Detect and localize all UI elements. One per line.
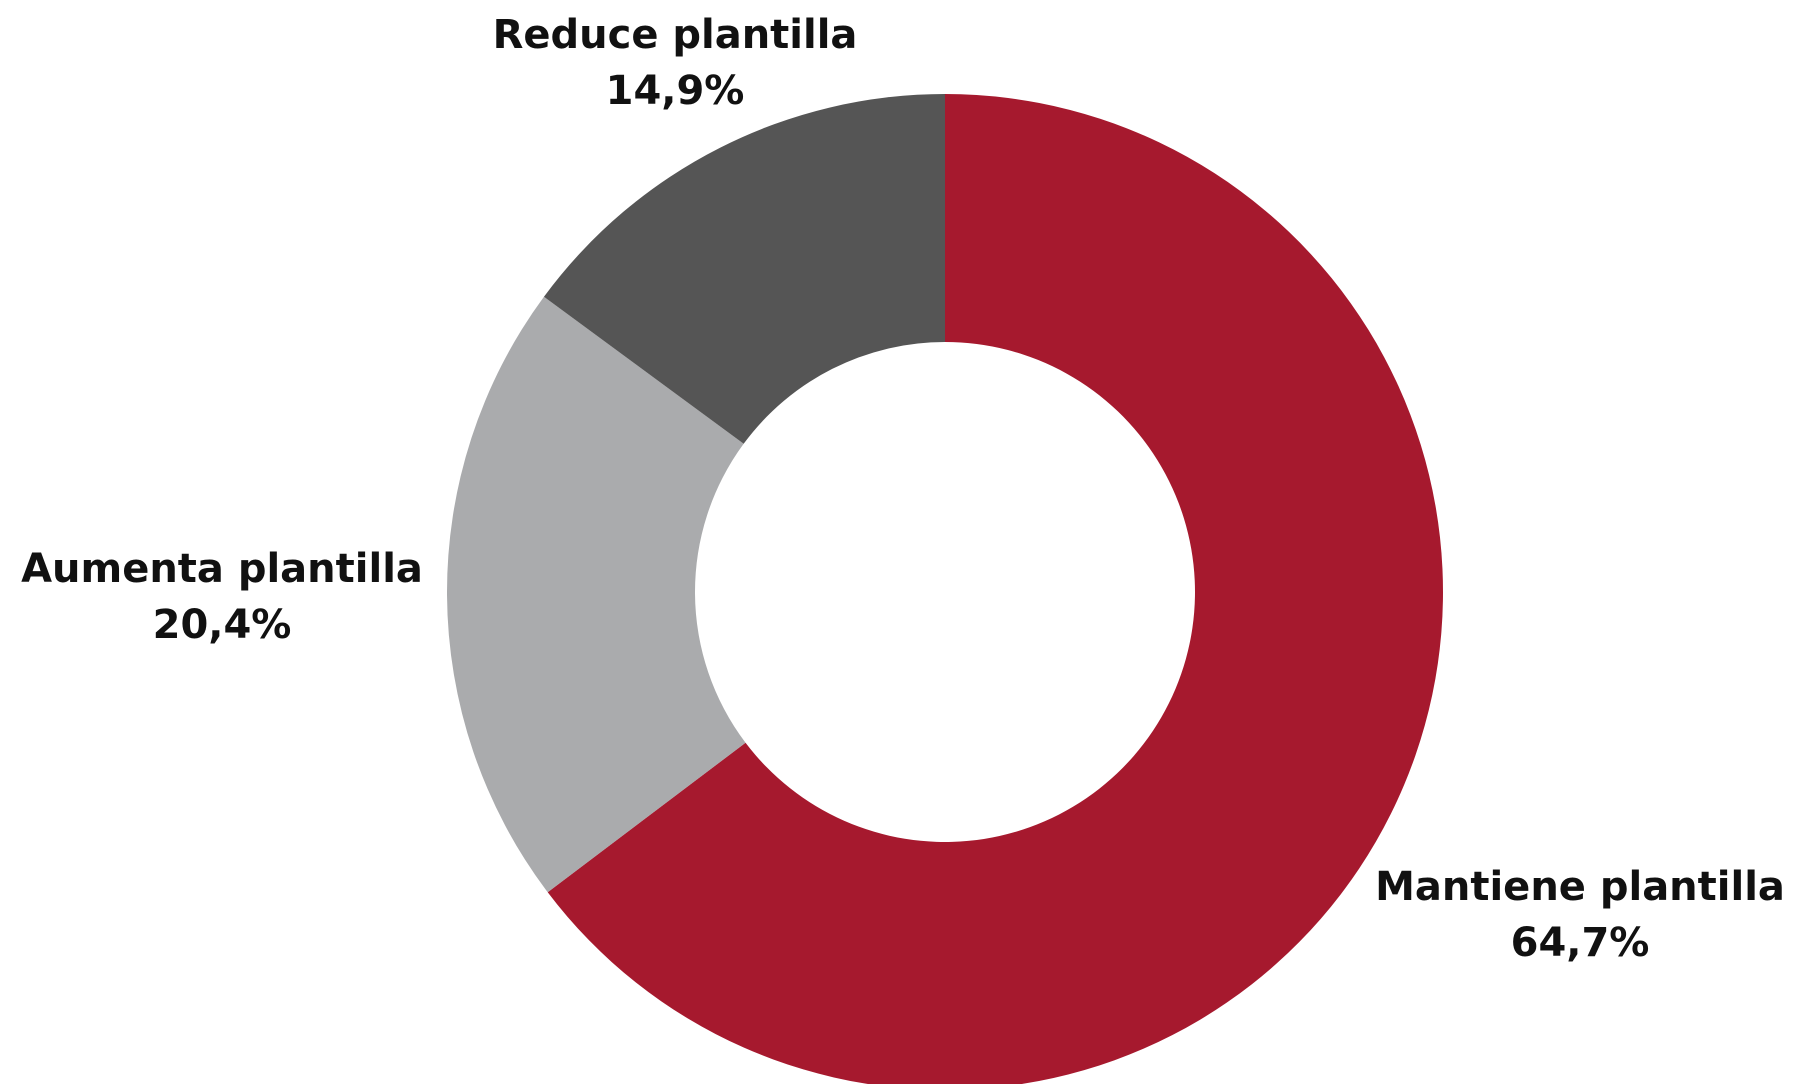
donut-slice-mantiene-plantilla — [547, 94, 1443, 1084]
slice-label-aumenta: Aumenta plantilla — [21, 546, 423, 592]
slice-value-aumenta: 20,4% — [153, 602, 292, 648]
slice-label-mantiene: Mantiene plantilla — [1375, 864, 1785, 910]
slice-label-group-aumenta: Aumenta plantilla 20,4% — [21, 546, 423, 648]
donut-slice-aumenta-plantilla — [446, 296, 746, 893]
slice-label-reduce: Reduce plantilla — [493, 12, 858, 58]
slice-label-group-mantiene: Mantiene plantilla 64,7% — [1375, 864, 1785, 966]
slice-value-reduce: 14,9% — [606, 68, 745, 114]
donut-slices — [446, 94, 1443, 1084]
donut-slice-reduce-plantilla — [543, 94, 945, 444]
slice-value-mantiene: 64,7% — [1511, 920, 1650, 966]
slice-label-group-reduce: Reduce plantilla 14,9% — [493, 12, 858, 114]
